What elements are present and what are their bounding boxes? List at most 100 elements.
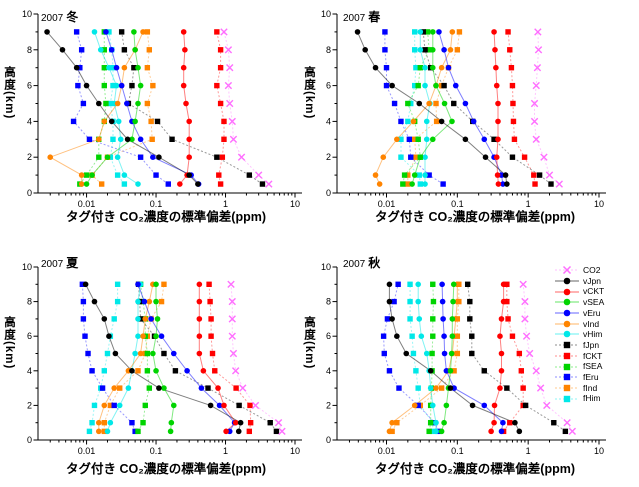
series-fHim-markers: [86, 281, 121, 435]
series-vCKT-markers: [491, 29, 502, 187]
y-tick-label: 6: [326, 81, 331, 91]
series-fEru-line: [384, 31, 444, 185]
legend-entry-vInd: vInd: [554, 318, 604, 329]
series-vJpn-line: [46, 31, 199, 185]
series-fEru-markers: [79, 281, 138, 435]
series-vCKT-line: [179, 31, 190, 185]
x-tick-label: 1: [223, 446, 228, 456]
circle-marker-icon: [555, 299, 579, 306]
legend-label: vInd: [583, 318, 600, 329]
series-vHim-line: [94, 31, 139, 185]
panel-title-winter: 2007 冬: [41, 10, 79, 24]
series-fJpn-line: [138, 284, 277, 432]
x-tick-label: 0.1: [150, 199, 163, 209]
series-vSEA-line: [411, 31, 453, 185]
circle-marker-icon: [555, 331, 579, 338]
circle-marker-icon: [555, 309, 579, 317]
series-fEru-line: [72, 31, 169, 185]
y-axis-label-winter: 高度(km): [3, 66, 15, 120]
series-fJpn-markers: [464, 281, 569, 435]
x-tick-label: 10: [290, 199, 300, 209]
series-fCKT-line: [208, 284, 252, 432]
legend-label: vJpn: [583, 275, 601, 286]
series-CO2-markers: [519, 280, 577, 436]
y-tick-label: 10: [22, 9, 32, 19]
series-vInd-markers: [47, 29, 146, 187]
series-fEru-markers: [382, 29, 446, 187]
legend-entry-vCKT: vCKT: [554, 286, 604, 297]
legend-label: vSEA: [583, 297, 605, 308]
x-tick-label: 0.01: [78, 446, 96, 456]
series-fCKT-markers: [214, 29, 227, 187]
series-fInd-line: [103, 284, 165, 432]
legend-label: fHim: [583, 393, 601, 404]
series-vHim-line: [417, 284, 437, 432]
x-tick-label: 0.01: [78, 199, 96, 209]
series-vCKT-line: [493, 31, 499, 185]
series-fHim-markers: [106, 29, 128, 187]
series-CO2-markers: [227, 280, 286, 436]
series-fEru-line: [81, 284, 136, 432]
x-tick-label: 10: [594, 199, 604, 209]
x-axis-label-summer: タグ付き CO₂濃度の標準偏差(ppm): [66, 462, 266, 476]
series-fJpn-line: [422, 31, 552, 185]
series-vJpn-markers: [44, 29, 201, 187]
series-vJpn-line: [85, 284, 242, 432]
series-fSEA-markers: [400, 29, 432, 187]
y-tick-label: 6: [27, 81, 32, 91]
y-tick-label: 0: [326, 188, 331, 198]
series-fInd-line: [391, 284, 460, 432]
series-fHim-markers: [398, 29, 424, 187]
series-fHim-line: [400, 31, 421, 185]
series-fInd-line: [407, 31, 460, 185]
series-vCKT-markers: [177, 29, 192, 187]
square-marker-icon: [555, 341, 579, 349]
y-axis-label-autumn: 高度(km): [303, 316, 315, 370]
series-fJpn-markers: [420, 29, 554, 187]
series-vHim-markers: [91, 29, 141, 187]
legend: CO2 vJpn vCKT vSEA vEru vInd vHim fJpn fCKT fSEA f…: [552, 265, 607, 404]
circle-marker-icon: [555, 288, 579, 296]
y-tick-label: 8: [326, 45, 331, 55]
square-marker-icon: [555, 384, 579, 392]
series-vInd-line: [49, 31, 144, 185]
legend-entry-vEru: vEru: [554, 308, 604, 319]
series-fHim-line: [108, 31, 125, 185]
legend-label: fCKT: [583, 350, 603, 361]
y-tick-label: 4: [27, 116, 32, 126]
y-tick-label: 8: [326, 297, 331, 307]
series-vJpn-line: [388, 284, 520, 432]
legend-label: CO2: [583, 265, 601, 276]
series-vEru-markers: [436, 29, 506, 187]
square-marker-icon: [555, 352, 579, 360]
y-tick-label: 2: [326, 400, 331, 410]
x-marker-icon: [555, 266, 579, 275]
series-fJpn-markers: [118, 29, 266, 187]
y-tick-label: 2: [27, 400, 32, 410]
chart-panel-summer: 0.01 0.1 1 10 0 2 4 6 8 10: [22, 262, 302, 456]
series-vInd-markers: [372, 29, 456, 187]
y-tick-label: 4: [326, 366, 331, 376]
y-tick-label: 2: [326, 152, 331, 162]
y-axis-label-summer: 高度(km): [3, 316, 15, 370]
x-tick-label: 0.1: [451, 446, 464, 456]
legend-label: vHim: [583, 329, 603, 340]
series-fCKT-markers: [206, 281, 254, 435]
x-tick-label: 0.01: [378, 446, 396, 456]
series-fCKT-markers: [505, 29, 538, 187]
legend-entry-fInd: fInd: [554, 383, 604, 394]
y-tick-label: 6: [27, 331, 32, 341]
x-tick-label: 0.01: [378, 199, 396, 209]
series-vCKT-markers: [196, 281, 239, 435]
y-tick-label: 8: [27, 45, 32, 55]
legend-label: vCKT: [583, 286, 605, 297]
series-vEru-line: [137, 284, 236, 432]
legend-entry-CO2: CO2: [554, 265, 604, 276]
circle-marker-icon: [555, 277, 579, 285]
legend-entry-fHim: fHim: [554, 393, 604, 404]
square-marker-icon: [555, 374, 579, 381]
series-CO2-line: [534, 31, 560, 185]
y-tick-label: 6: [326, 331, 331, 341]
x-axis-label-winter: タグ付き CO₂濃度の標準偏差(ppm): [66, 210, 266, 224]
series-vCKT-line: [490, 284, 505, 432]
